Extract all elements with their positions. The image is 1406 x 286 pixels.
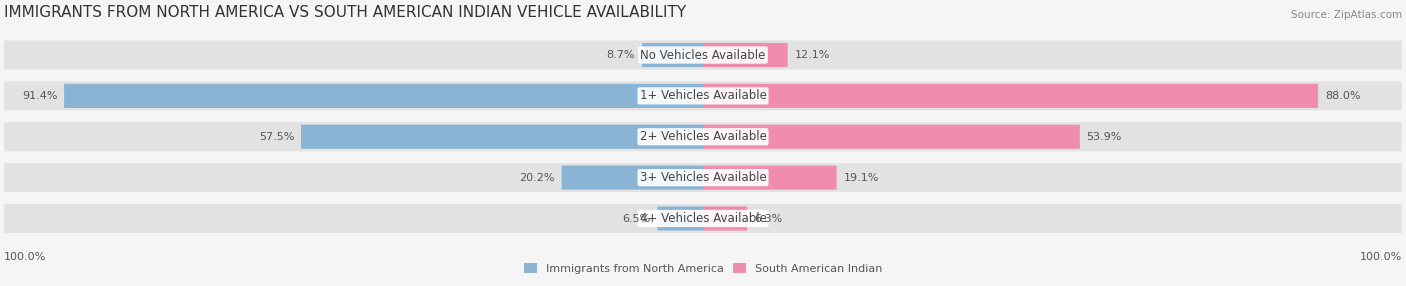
FancyBboxPatch shape	[643, 43, 703, 67]
Text: IMMIGRANTS FROM NORTH AMERICA VS SOUTH AMERICAN INDIAN VEHICLE AVAILABILITY: IMMIGRANTS FROM NORTH AMERICA VS SOUTH A…	[4, 5, 686, 20]
Text: 19.1%: 19.1%	[844, 173, 879, 183]
FancyBboxPatch shape	[4, 204, 1402, 233]
Text: 100.0%: 100.0%	[1360, 252, 1402, 262]
Text: Source: ZipAtlas.com: Source: ZipAtlas.com	[1291, 10, 1402, 20]
Text: 88.0%: 88.0%	[1324, 91, 1361, 101]
FancyBboxPatch shape	[4, 122, 1402, 151]
Text: 3+ Vehicles Available: 3+ Vehicles Available	[640, 171, 766, 184]
Text: 12.1%: 12.1%	[794, 50, 830, 60]
FancyBboxPatch shape	[658, 206, 703, 231]
FancyBboxPatch shape	[703, 206, 747, 231]
FancyBboxPatch shape	[4, 163, 1402, 192]
Text: 8.7%: 8.7%	[607, 50, 636, 60]
FancyBboxPatch shape	[4, 82, 1402, 110]
FancyBboxPatch shape	[703, 125, 1080, 149]
Text: 2+ Vehicles Available: 2+ Vehicles Available	[640, 130, 766, 143]
FancyBboxPatch shape	[703, 43, 787, 67]
Text: 6.5%: 6.5%	[623, 214, 651, 223]
FancyBboxPatch shape	[561, 166, 703, 190]
Legend: Immigrants from North America, South American Indian: Immigrants from North America, South Ame…	[519, 259, 887, 278]
Text: 6.3%: 6.3%	[754, 214, 782, 223]
Text: 1+ Vehicles Available: 1+ Vehicles Available	[640, 90, 766, 102]
Text: 4+ Vehicles Available: 4+ Vehicles Available	[640, 212, 766, 225]
Text: 91.4%: 91.4%	[21, 91, 58, 101]
Text: No Vehicles Available: No Vehicles Available	[640, 49, 766, 61]
FancyBboxPatch shape	[4, 41, 1402, 69]
FancyBboxPatch shape	[703, 84, 1317, 108]
Text: 53.9%: 53.9%	[1087, 132, 1122, 142]
FancyBboxPatch shape	[703, 166, 837, 190]
Text: 20.2%: 20.2%	[519, 173, 555, 183]
Text: 57.5%: 57.5%	[259, 132, 294, 142]
FancyBboxPatch shape	[65, 84, 703, 108]
FancyBboxPatch shape	[301, 125, 703, 149]
Text: 100.0%: 100.0%	[4, 252, 46, 262]
